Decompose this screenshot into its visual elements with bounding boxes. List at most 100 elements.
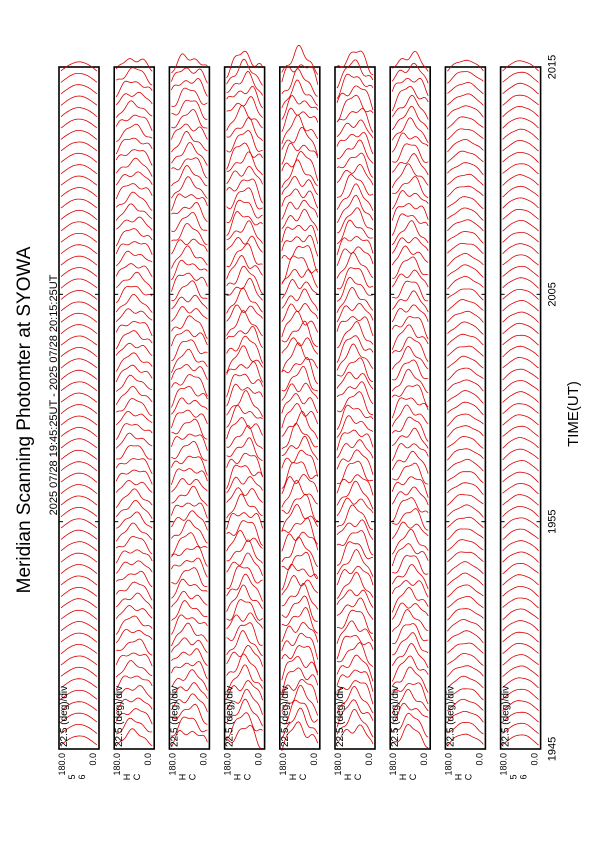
trace-line <box>447 321 484 335</box>
trace-line <box>502 483 539 495</box>
trace-line <box>115 364 153 383</box>
trace-line <box>115 374 153 392</box>
trace-line <box>281 255 318 283</box>
trace-line <box>226 599 263 621</box>
trace-line <box>115 581 153 601</box>
channel-mark-top: H <box>343 774 353 781</box>
trace-line <box>115 728 153 747</box>
scale-label: 22.5 (deg)/div <box>59 686 70 747</box>
trace-line <box>226 493 263 519</box>
trace-line <box>447 608 484 621</box>
trace-line <box>391 62 429 84</box>
trace-line <box>447 367 484 381</box>
panel-ch1: 22.5 (deg)/div 180.0 0.0 5 6 <box>57 61 100 780</box>
channel-mark-top: H <box>288 774 298 781</box>
trace-line <box>60 244 98 255</box>
trace-line <box>336 107 374 133</box>
trace-line <box>336 183 374 211</box>
y-tick-label: 0.0 <box>309 753 319 766</box>
trace-line <box>60 278 98 289</box>
trace-line <box>226 390 263 417</box>
trace-line <box>60 404 98 415</box>
trace-line <box>502 494 539 506</box>
trace-line <box>392 143 429 163</box>
trace-line <box>391 543 429 567</box>
trace-line <box>502 254 539 266</box>
trace-line <box>336 429 374 451</box>
trace-line <box>502 152 539 163</box>
trace-line <box>226 220 263 244</box>
trace-line <box>115 708 153 725</box>
trace-line <box>392 632 429 656</box>
trace-line <box>391 521 429 540</box>
trace-line <box>281 574 319 596</box>
page-title: Meridian Scanning Photomter at SYOWA <box>14 246 35 593</box>
trace-line <box>281 503 319 532</box>
trace-line <box>336 73 374 99</box>
trace-line <box>115 398 153 417</box>
trace-line <box>447 390 484 404</box>
trace-line <box>60 678 98 689</box>
trace-line <box>502 540 539 552</box>
trace-line <box>226 512 263 530</box>
trace-line <box>502 437 539 449</box>
trace-line <box>391 476 429 498</box>
trace-line <box>115 183 153 200</box>
trace-line <box>226 680 263 701</box>
trace-line <box>336 94 374 123</box>
trace-line <box>336 724 374 745</box>
trace-line <box>115 285 153 304</box>
trace-line <box>226 565 263 590</box>
trace-line <box>226 452 263 477</box>
trace-line <box>115 293 153 313</box>
trace-line <box>115 605 153 619</box>
channel-mark-top: H <box>453 774 463 781</box>
trace-line <box>281 721 319 752</box>
trace-line <box>281 342 319 373</box>
trace-line <box>502 688 539 700</box>
trace-line <box>336 404 374 430</box>
trace-line <box>226 58 263 86</box>
trace-line <box>60 267 98 277</box>
trace-line <box>391 245 429 266</box>
trace-line <box>115 410 153 426</box>
trace-line <box>336 449 374 475</box>
trace-line <box>115 330 153 350</box>
trace-line <box>115 352 153 372</box>
trace-line <box>60 449 98 460</box>
x-tick-label: 2005 <box>547 282 559 306</box>
trace-line <box>502 403 539 415</box>
trace-line <box>447 275 484 290</box>
trace-line <box>447 482 484 495</box>
trace-line <box>447 150 484 163</box>
trace-line <box>226 361 263 383</box>
trace-line <box>281 382 319 401</box>
trace-line <box>336 286 374 313</box>
trace-line <box>391 117 429 144</box>
scale-label: 22.5 (deg)/div <box>114 686 125 747</box>
trace-line <box>171 614 208 635</box>
trace-line <box>171 109 208 129</box>
trace-line <box>502 232 539 243</box>
trace-line <box>447 698 484 712</box>
trace-line <box>226 151 263 176</box>
panel-ch6: 22.5 (deg)/div 180.0 0.0 H C <box>333 50 376 781</box>
trace-line <box>336 634 374 660</box>
trace-line <box>447 288 484 301</box>
trace-line <box>60 347 98 358</box>
trace-line <box>447 458 484 472</box>
trace-line <box>171 385 208 408</box>
trace-line <box>115 469 153 485</box>
y-tick-label: 180.0 <box>112 753 122 776</box>
trace-line <box>336 321 374 349</box>
trace-line <box>502 185 539 198</box>
trace-line <box>502 734 539 746</box>
y-tick-label: 0.0 <box>474 753 484 766</box>
channel-mark-bottom: 6 <box>77 774 87 779</box>
trace-line <box>226 254 263 280</box>
trace-line <box>171 519 208 544</box>
trace-line <box>281 479 319 508</box>
trace-line <box>171 478 208 493</box>
trace-line <box>115 171 153 186</box>
trace-line <box>171 716 208 737</box>
